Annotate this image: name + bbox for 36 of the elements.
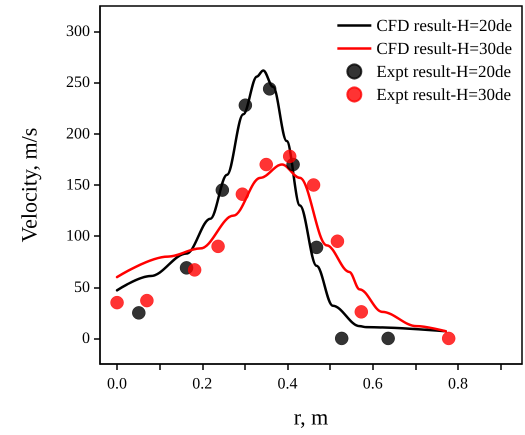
x-axis-title: r, m — [294, 404, 328, 430]
point — [354, 305, 368, 319]
legend-label: Expt result-H=20de — [376, 62, 512, 81]
y-tick-label: 200 — [66, 125, 90, 142]
point — [310, 240, 324, 254]
point — [211, 240, 225, 254]
x-tick-label: 0.0 — [107, 376, 128, 392]
y-tick-label: 250 — [66, 74, 90, 92]
y-axis-title: Velocity, m/s — [16, 128, 42, 242]
y-tick-label: 150 — [66, 176, 90, 194]
x-tick-label: 0.4 — [278, 376, 298, 392]
point — [282, 150, 296, 164]
point — [216, 183, 230, 197]
y-tick-label: 100 — [66, 228, 90, 245]
y-tick-label: 50 — [74, 278, 90, 296]
x-tick-label: 0.6 — [362, 376, 383, 392]
y-tick-label: 300 — [66, 23, 90, 40]
x-tick-label: 0.8 — [448, 376, 468, 392]
point — [188, 263, 202, 277]
point — [238, 98, 252, 112]
point — [260, 158, 273, 172]
point — [236, 187, 250, 201]
legend-label: CFD result-H=30de — [376, 39, 512, 58]
point — [262, 82, 276, 96]
point — [334, 332, 348, 346]
point — [381, 332, 395, 346]
x-tick-label: 0.2 — [192, 376, 212, 392]
legend-label: CFD result-H=20de — [376, 16, 512, 35]
y-tick-label: 0 — [82, 330, 90, 347]
legend-label: Expt result-H=30de — [376, 85, 512, 104]
point — [442, 332, 456, 346]
point — [140, 294, 154, 308]
point — [110, 296, 124, 310]
point — [306, 178, 320, 192]
point — [132, 306, 146, 320]
point — [330, 234, 344, 248]
